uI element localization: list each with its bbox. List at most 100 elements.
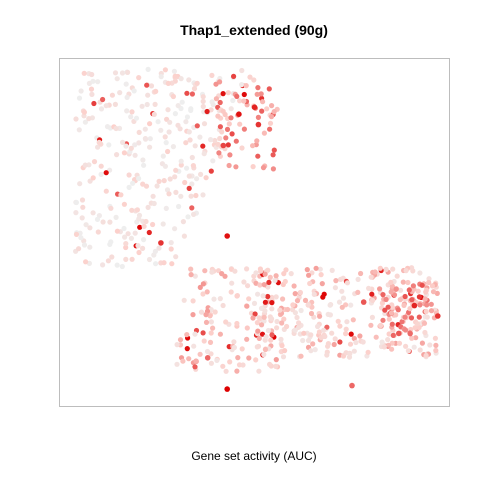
scatter-point [126, 184, 132, 190]
scatter-point [186, 356, 192, 362]
scatter-point [186, 185, 192, 191]
scatter-point [269, 332, 275, 338]
scatter-point [73, 116, 79, 122]
scatter-point [140, 181, 146, 187]
scatter-point [255, 153, 261, 159]
scatter-point [422, 329, 428, 336]
scatter-point [162, 134, 168, 140]
scatter-point [288, 271, 294, 277]
scatter-point [261, 282, 267, 288]
scatter-point [234, 293, 240, 299]
scatter-point [419, 340, 425, 346]
scatter-point [184, 114, 190, 120]
scatter-point-highlight [220, 142, 227, 149]
scatter-point [161, 178, 167, 184]
scatter-point [139, 103, 145, 109]
scatter-point [239, 82, 245, 88]
scatter-point [416, 294, 422, 300]
scatter-point [279, 343, 285, 349]
scatter-point [192, 273, 198, 279]
scatter-point [407, 306, 413, 312]
scatter-point [163, 140, 169, 146]
scatter-point [89, 91, 95, 97]
scatter-point [412, 325, 418, 331]
scatter-point [178, 76, 184, 82]
scatter-point [160, 153, 166, 159]
scatter-point [369, 291, 375, 297]
scatter-point [180, 219, 186, 225]
scatter-point [279, 320, 285, 326]
scatter-point-highlight [224, 386, 230, 392]
scatter-point [259, 108, 265, 114]
scatter-point [201, 338, 207, 344]
scatter-point [355, 276, 361, 282]
scatter-point [73, 210, 79, 216]
scatter-point [113, 125, 119, 132]
scatter-point [413, 335, 419, 341]
scatter-point [156, 245, 162, 251]
scatter-point [244, 303, 250, 309]
scatter-point [307, 280, 313, 287]
scatter-point [224, 126, 231, 132]
scatter-point [174, 342, 180, 348]
scatter-point [204, 348, 211, 355]
scatter-point [312, 347, 318, 353]
scatter-point [150, 193, 156, 199]
scatter-point [95, 79, 101, 85]
scatter-point [200, 192, 206, 198]
scatter-point [269, 103, 275, 109]
scatter-point [136, 129, 142, 135]
scatter-point [296, 324, 302, 330]
scatter-point [100, 219, 106, 225]
scatter-point [291, 283, 297, 289]
scatter-point [282, 348, 288, 354]
scatter-point [258, 268, 264, 274]
scatter-point [200, 330, 206, 336]
scatter-point [253, 357, 259, 363]
scatter-point [219, 129, 225, 135]
scatter-point [400, 279, 406, 285]
scatter-point [208, 330, 214, 336]
scatter-point [340, 275, 346, 281]
scatter-point [416, 314, 422, 320]
scatter-point [186, 129, 192, 135]
scatter-point [73, 199, 79, 206]
scatter-point [194, 176, 200, 182]
scatter-point [347, 351, 353, 357]
scatter-point [427, 342, 433, 348]
scatter-point [95, 229, 101, 235]
scatter-point [261, 130, 267, 136]
scatter-point [368, 322, 374, 328]
scatter-point [188, 266, 194, 272]
scatter-point [121, 201, 127, 207]
scatter-point [113, 214, 119, 220]
scatter-point [179, 99, 185, 105]
scatter-point [217, 99, 223, 106]
scatter-point [336, 299, 343, 305]
scatter-point [90, 210, 96, 216]
scatter-point [201, 121, 208, 127]
scatter-point [254, 344, 260, 350]
scatter-point [243, 83, 249, 89]
scatter-point [128, 114, 134, 120]
scatter-point [329, 267, 335, 273]
scatter-point [320, 294, 326, 300]
scatter-point [73, 231, 80, 237]
chart-title: Thap1_extended (90g) [180, 22, 328, 38]
scatter-point [274, 318, 280, 325]
scatter-point [165, 80, 171, 86]
scatter-point-highlight [224, 233, 230, 239]
scatter-point [265, 327, 271, 334]
scatter-point [385, 337, 391, 343]
scatter-point [241, 98, 247, 104]
scatter-point [255, 328, 261, 334]
scatter-point [136, 216, 142, 222]
scatter-point [289, 307, 296, 313]
scatter-point [262, 299, 268, 305]
scatter-point [212, 137, 218, 144]
scatter-point [239, 346, 245, 352]
scatter-point [268, 114, 275, 120]
scatter-point [253, 280, 259, 286]
scatter-point [200, 291, 206, 297]
scatter-point [133, 115, 140, 121]
